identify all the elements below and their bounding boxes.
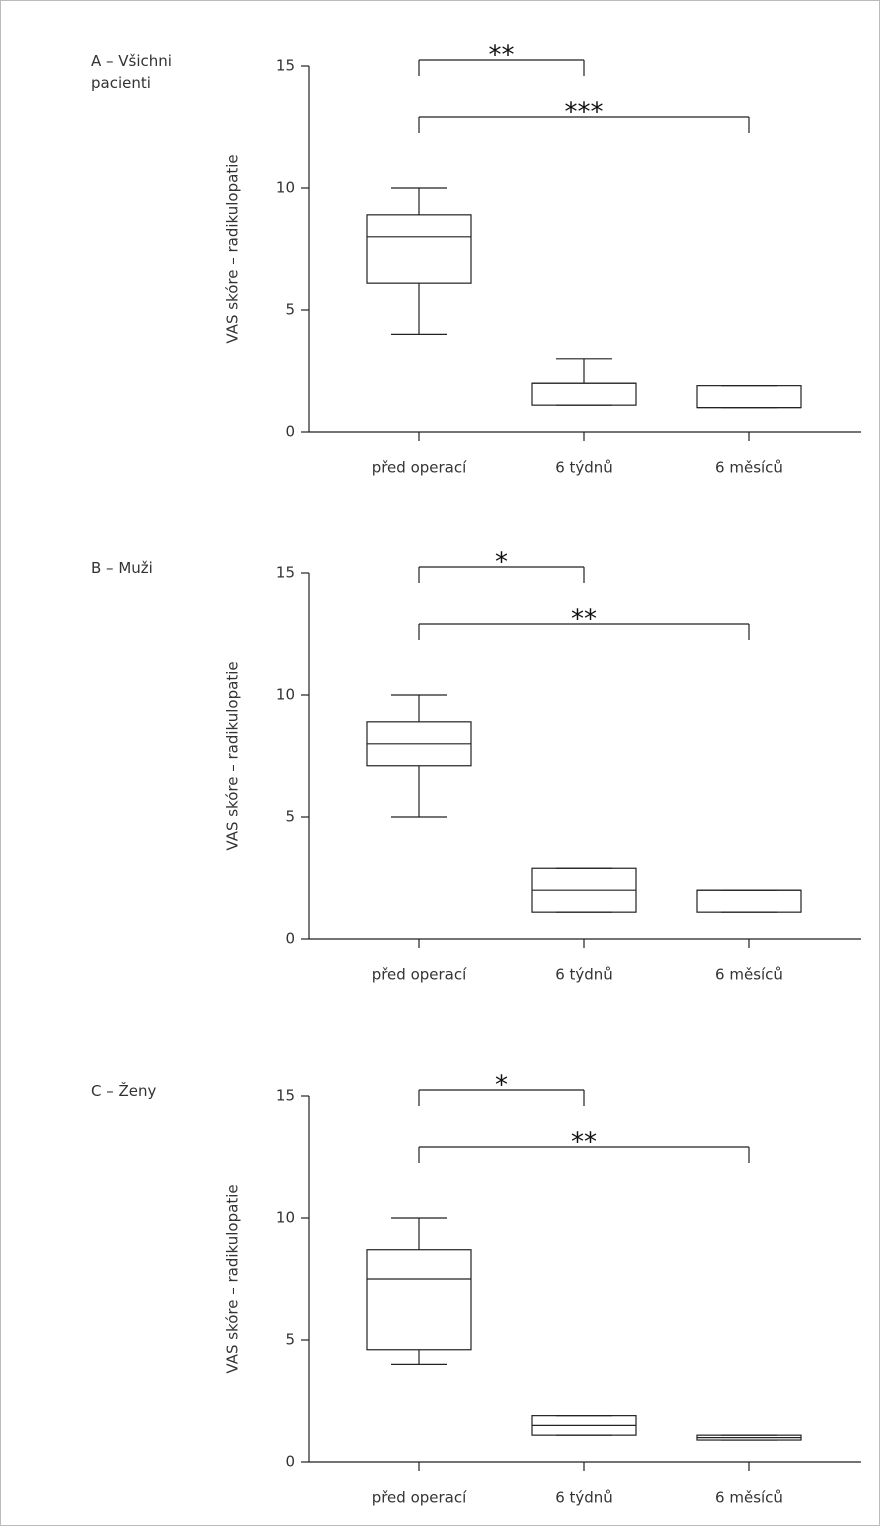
panel-title: B – Muži bbox=[91, 559, 153, 577]
panel-title: A – Všichni pacienti bbox=[91, 52, 172, 92]
significance-label: * bbox=[495, 1071, 508, 1101]
significance-label: ** bbox=[571, 1128, 597, 1158]
y-tick-label: 5 bbox=[285, 301, 295, 319]
y-tick-label: 15 bbox=[276, 1087, 295, 1105]
significance-label: ** bbox=[489, 41, 515, 71]
y-tick-label: 0 bbox=[285, 930, 295, 948]
x-tick-label: před operací bbox=[372, 459, 467, 477]
significance-label: ** bbox=[571, 605, 597, 635]
y-tick-label: 15 bbox=[276, 57, 295, 75]
y-tick-label: 10 bbox=[276, 179, 295, 197]
y-axis-label: VAS skóre – radikulopatie bbox=[224, 661, 242, 850]
significance-label: *** bbox=[565, 98, 604, 128]
x-tick-label: před operací bbox=[372, 966, 467, 984]
x-tick-label: před operací bbox=[372, 1489, 467, 1507]
x-tick-label: 6 týdnů bbox=[555, 966, 613, 984]
panel-title: C – Ženy bbox=[91, 1082, 157, 1100]
x-tick-label: 6 týdnů bbox=[555, 1489, 613, 1507]
box bbox=[531, 382, 637, 406]
y-tick-label: 5 bbox=[285, 808, 295, 826]
box bbox=[696, 889, 802, 913]
box bbox=[366, 1249, 472, 1351]
y-tick-label: 5 bbox=[285, 1331, 295, 1349]
box bbox=[696, 385, 802, 409]
box bbox=[366, 214, 472, 284]
y-tick-label: 15 bbox=[276, 564, 295, 582]
x-tick-label: 6 měsíců bbox=[715, 966, 783, 984]
y-axis-label: VAS skóre – radikulopatie bbox=[224, 154, 242, 343]
y-tick-label: 0 bbox=[285, 423, 295, 441]
x-tick-label: 6 týdnů bbox=[555, 459, 613, 477]
y-tick-label: 0 bbox=[285, 1453, 295, 1471]
y-tick-label: 10 bbox=[276, 686, 295, 704]
y-tick-label: 10 bbox=[276, 1209, 295, 1227]
y-axis-label: VAS skóre – radikulopatie bbox=[224, 1184, 242, 1373]
x-tick-label: 6 měsíců bbox=[715, 1489, 783, 1507]
significance-label: * bbox=[495, 548, 508, 578]
x-tick-label: 6 měsíců bbox=[715, 459, 783, 477]
